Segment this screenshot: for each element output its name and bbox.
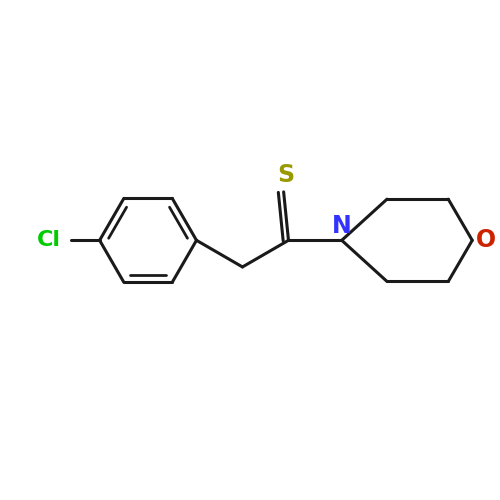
Text: Cl: Cl xyxy=(37,230,61,250)
Text: O: O xyxy=(476,228,496,252)
Text: S: S xyxy=(278,163,294,187)
Text: N: N xyxy=(332,214,351,238)
